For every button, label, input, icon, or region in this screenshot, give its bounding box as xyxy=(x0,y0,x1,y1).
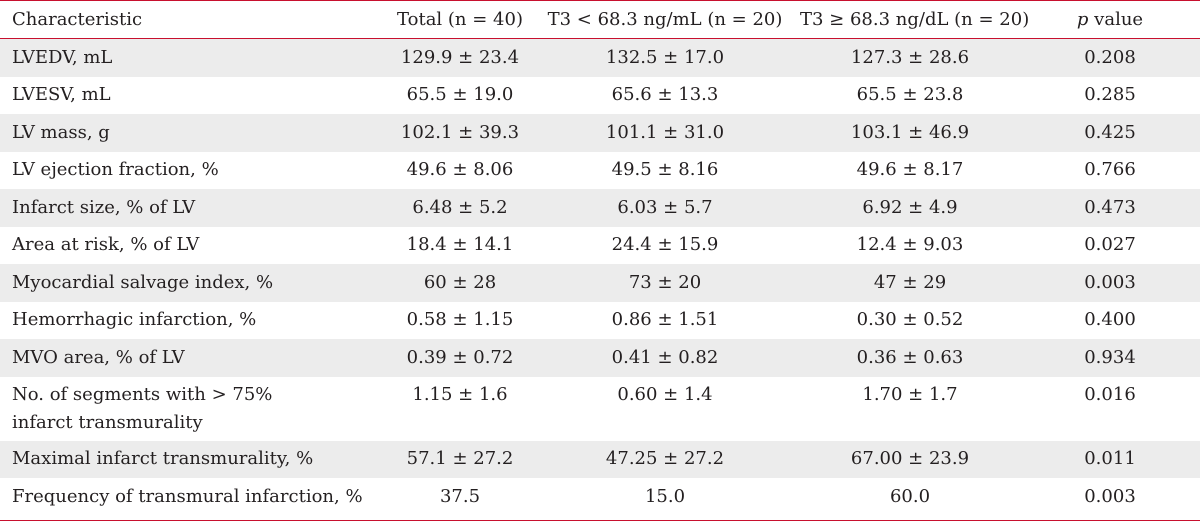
table-row: Myocardial salvage index, % 60 ± 28 73 ±… xyxy=(0,264,1200,302)
table-row: LV ejection fraction, % 49.6 ± 8.06 49.5… xyxy=(0,152,1200,190)
row-label: Area at risk, % of LV xyxy=(12,234,200,256)
total-value: 65.5 ± 19.0 xyxy=(406,84,514,106)
total-value: 18.4 ± 14.1 xyxy=(406,234,514,256)
row-label: Frequency of transmural infarction, % xyxy=(12,485,363,507)
p-value: 0.473 xyxy=(1084,196,1136,218)
p-value: 0.027 xyxy=(1084,234,1136,256)
total-value: 37.5 xyxy=(439,485,481,507)
row-label: MVO area, % of LV xyxy=(12,346,185,368)
t3-high-value: 65.5 ± 23.8 xyxy=(856,84,964,106)
total-value: 6.48 ± 5.2 xyxy=(412,196,508,218)
t3-high-value: 127.3 ± 28.6 xyxy=(850,46,970,68)
row-label: LVESV, mL xyxy=(12,84,111,106)
t3-low-value: 15.0 xyxy=(644,485,686,507)
header-t3-high: T3 ≥ 68.3 ng/dL (n = 20) xyxy=(800,8,1030,30)
row-label: LV ejection fraction, % xyxy=(12,159,219,181)
table-row: MVO area, % of LV 0.39 ± 0.72 0.41 ± 0.8… xyxy=(0,339,1200,377)
t3-low-value: 132.5 ± 17.0 xyxy=(605,46,725,68)
t3-high-value: 103.1 ± 46.9 xyxy=(850,121,970,143)
table-row: Area at risk, % of LV 18.4 ± 14.1 24.4 ±… xyxy=(0,227,1200,265)
total-value: 57.1 ± 27.2 xyxy=(406,448,514,470)
t3-high-value: 12.4 ± 9.03 xyxy=(856,234,964,256)
table-row: LVEDV, mL 129.9 ± 23.4 132.5 ± 17.0 127.… xyxy=(0,39,1200,77)
row-label: Myocardial salvage index, % xyxy=(12,271,274,293)
header-p-value: p value xyxy=(1020,6,1200,34)
t3-high-value: 60.0 xyxy=(889,485,931,507)
p-value: 0.016 xyxy=(1084,383,1136,405)
total-value: 129.9 ± 23.4 xyxy=(400,46,520,68)
t3-low-value: 101.1 ± 31.0 xyxy=(605,121,725,143)
header-t3-low: T3 < 68.3 ng/mL (n = 20) xyxy=(547,8,783,30)
table-header-row: Characteristic Total (n = 40) T3 < 68.3 … xyxy=(0,1,1200,39)
t3-low-value: 73 ± 20 xyxy=(628,271,702,293)
t3-low-value: 0.60 ± 1.4 xyxy=(617,383,713,405)
p-value: 0.400 xyxy=(1084,309,1136,331)
t3-low-value: 0.86 ± 1.51 xyxy=(611,309,719,331)
header-total: Total (n = 40) xyxy=(397,8,523,30)
t3-high-value: 0.36 ± 0.63 xyxy=(856,346,964,368)
header-characteristic: Characteristic xyxy=(12,8,143,30)
p-value: 0.934 xyxy=(1084,346,1136,368)
total-value: 0.39 ± 0.72 xyxy=(406,346,514,368)
t3-low-value: 49.5 ± 8.16 xyxy=(611,159,719,181)
total-value: 1.15 ± 1.6 xyxy=(412,383,508,405)
table-row: Frequency of transmural infarction, % 37… xyxy=(0,478,1200,516)
total-value: 49.6 ± 8.06 xyxy=(406,159,514,181)
total-value: 60 ± 28 xyxy=(423,271,497,293)
row-label: Hemorrhagic infarction, % xyxy=(12,309,257,331)
total-value: 102.1 ± 39.3 xyxy=(400,121,520,143)
t3-low-value: 47.25 ± 27.2 xyxy=(605,448,725,470)
header-p-value-label: value xyxy=(1088,8,1144,30)
row-label: LVEDV, mL xyxy=(12,46,113,68)
row-label: No. of segments with > 75% infarct trans… xyxy=(12,383,273,433)
table-row: LV mass, g 102.1 ± 39.3 101.1 ± 31.0 103… xyxy=(0,114,1200,152)
t3-low-value: 24.4 ± 15.9 xyxy=(611,234,719,256)
total-value: 0.58 ± 1.15 xyxy=(406,309,514,331)
p-value: 0.766 xyxy=(1084,159,1136,181)
p-value: 0.285 xyxy=(1084,84,1136,106)
p-value: 0.011 xyxy=(1084,448,1136,470)
p-value: 0.208 xyxy=(1084,46,1136,68)
t3-low-value: 0.41 ± 0.82 xyxy=(611,346,719,368)
header-p-symbol: p xyxy=(1076,8,1089,30)
t3-high-value: 49.6 ± 8.17 xyxy=(856,159,964,181)
row-label: Infarct size, % of LV xyxy=(12,196,196,218)
table-row: No. of segments with > 75% infarct trans… xyxy=(0,377,1200,441)
row-label: LV mass, g xyxy=(12,121,110,143)
row-label: Maximal infarct transmurality, % xyxy=(12,448,314,470)
table-row: Maximal infarct transmurality, % 57.1 ± … xyxy=(0,440,1200,478)
t3-low-value: 6.03 ± 5.7 xyxy=(617,196,713,218)
t3-high-value: 67.00 ± 23.9 xyxy=(850,448,970,470)
table-row: LVESV, mL 65.5 ± 19.0 65.6 ± 13.3 65.5 ±… xyxy=(0,77,1200,115)
t3-high-value: 47 ± 29 xyxy=(873,271,947,293)
t3-high-value: 0.30 ± 0.52 xyxy=(856,309,964,331)
p-value: 0.425 xyxy=(1084,121,1136,143)
table-row: Infarct size, % of LV 6.48 ± 5.2 6.03 ± … xyxy=(0,189,1200,227)
t3-high-value: 6.92 ± 4.9 xyxy=(862,196,958,218)
t3-high-value: 1.70 ± 1.7 xyxy=(862,383,958,405)
p-value: 0.003 xyxy=(1084,271,1136,293)
table-row: Hemorrhagic infarction, % 0.58 ± 1.15 0.… xyxy=(0,302,1200,340)
t3-low-value: 65.6 ± 13.3 xyxy=(611,84,719,106)
p-value: 0.003 xyxy=(1084,485,1136,507)
